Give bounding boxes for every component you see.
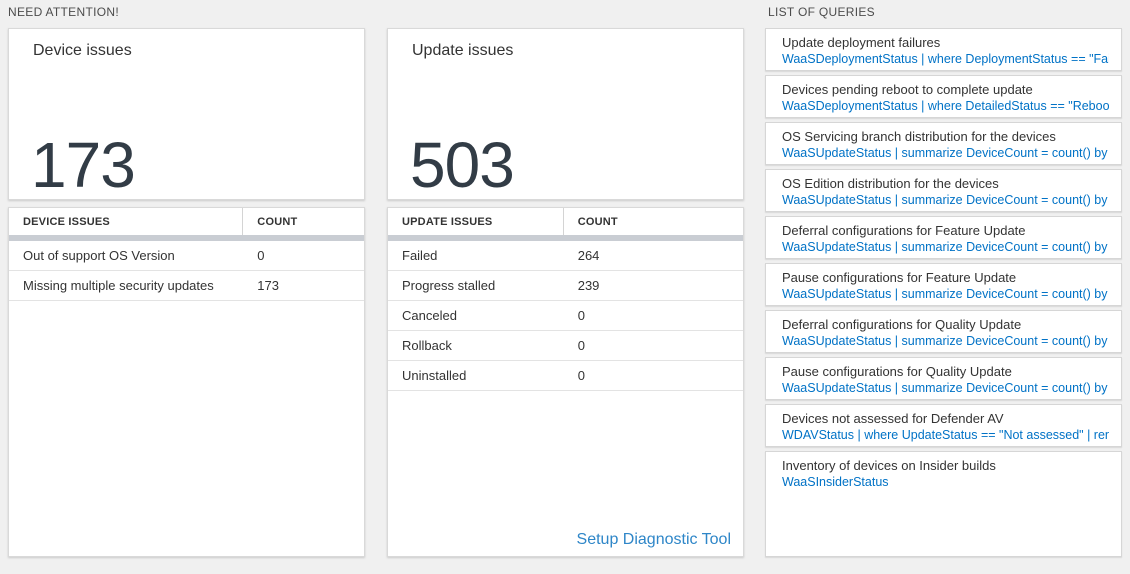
issue-count: 0: [577, 368, 585, 383]
issue-label: Canceled: [402, 308, 457, 323]
query-item[interactable]: OS Edition distribution for the devices …: [765, 169, 1122, 212]
query-title: Update deployment failures: [782, 35, 941, 50]
count-column-header: COUNT: [577, 215, 618, 228]
device-issues-column-header: DEVICE ISSUES: [9, 208, 244, 235]
query-code: WaaSUpdateStatus | summarize DeviceCount…: [782, 146, 1109, 160]
device-issues-table: DEVICE ISSUES COUNT Out of support OS Ve…: [8, 207, 365, 557]
update-issues-column-header: UPDATE ISSUES: [388, 208, 564, 235]
update-issues-tile[interactable]: Update issues 503: [387, 28, 744, 200]
issue-count: 264: [577, 248, 600, 263]
query-item[interactable]: OS Servicing branch distribution for the…: [765, 122, 1122, 165]
query-title: OS Servicing branch distribution for the…: [782, 129, 1056, 144]
query-title: Devices pending reboot to complete updat…: [782, 82, 1033, 97]
query-item[interactable]: Devices not assessed for Defender AV WDA…: [765, 404, 1122, 447]
query-title: OS Edition distribution for the devices: [782, 176, 999, 191]
query-code: WaaSUpdateStatus | summarize DeviceCount…: [782, 193, 1109, 207]
device-issues-count: 173: [31, 129, 136, 201]
update-issues-table: UPDATE ISSUES COUNT Failed 264 Progress …: [387, 207, 744, 557]
device-issues-tile[interactable]: Device issues 173: [8, 28, 365, 200]
query-title: Inventory of devices on Insider builds: [782, 458, 996, 473]
issue-count: 0: [257, 248, 265, 263]
table-row[interactable]: Uninstalled 0: [388, 361, 743, 391]
query-item[interactable]: Inventory of devices on Insider builds W…: [765, 451, 1122, 557]
query-code: WaaSUpdateStatus | summarize DeviceCount…: [782, 287, 1109, 301]
setup-diagnostic-tool-link[interactable]: Setup Diagnostic Tool: [576, 531, 731, 548]
query-code: WDAVStatus | where UpdateStatus == "Not …: [782, 428, 1109, 442]
query-item[interactable]: Deferral configurations for Quality Upda…: [765, 310, 1122, 353]
issue-label: Out of support OS Version: [23, 248, 175, 263]
update-issues-table-header: UPDATE ISSUES COUNT: [388, 208, 743, 235]
list-of-queries-section-label: LIST OF QUERIES: [768, 5, 875, 19]
issue-label: Uninstalled: [402, 368, 467, 383]
query-title: Deferral configurations for Feature Upda…: [782, 223, 1026, 238]
issue-count: 239: [577, 278, 600, 293]
query-item[interactable]: Update deployment failures WaaSDeploymen…: [765, 28, 1122, 71]
device-issues-title: Device issues: [33, 42, 132, 59]
update-issues-title: Update issues: [412, 42, 514, 59]
count-column-header: COUNT: [257, 215, 298, 228]
issue-count: 0: [577, 338, 585, 353]
issue-label: Rollback: [402, 338, 452, 353]
issue-label: Failed: [402, 248, 438, 263]
query-code: WaaSUpdateStatus | summarize DeviceCount…: [782, 334, 1109, 348]
table-row[interactable]: Canceled 0: [388, 301, 743, 331]
query-list: Update deployment failures WaaSDeploymen…: [765, 28, 1122, 557]
query-item[interactable]: Pause configurations for Feature Update …: [765, 263, 1122, 306]
device-issues-table-header: DEVICE ISSUES COUNT: [9, 208, 364, 235]
table-row[interactable]: Rollback 0: [388, 331, 743, 361]
table-row[interactable]: Missing multiple security updates 173: [9, 271, 364, 301]
query-item[interactable]: Devices pending reboot to complete updat…: [765, 75, 1122, 118]
table-header-divider-bar: [388, 235, 743, 241]
query-item[interactable]: Pause configurations for Quality Update …: [765, 357, 1122, 400]
table-row[interactable]: Out of support OS Version 0: [9, 241, 364, 271]
query-code: WaaSDeploymentStatus | where DetailedSta…: [782, 99, 1109, 113]
table-row[interactable]: Failed 264: [388, 241, 743, 271]
query-code: WaaSUpdateStatus | summarize DeviceCount…: [782, 240, 1109, 254]
table-row[interactable]: Progress stalled 239: [388, 271, 743, 301]
update-issues-count: 503: [410, 129, 515, 201]
query-title: Pause configurations for Feature Update: [782, 270, 1017, 285]
need-attention-section-label: NEED ATTENTION!: [8, 5, 119, 19]
query-code: WaaSDeploymentStatus | where DeploymentS…: [782, 52, 1109, 66]
query-title: Deferral configurations for Quality Upda…: [782, 317, 1022, 332]
issue-count: 173: [257, 278, 279, 293]
query-code: WaaSInsiderStatus: [782, 475, 889, 489]
table-header-divider-bar: [9, 235, 364, 241]
query-item[interactable]: Deferral configurations for Feature Upda…: [765, 216, 1122, 259]
issue-label: Progress stalled: [402, 278, 496, 293]
query-title: Devices not assessed for Defender AV: [782, 411, 1004, 426]
query-code: WaaSUpdateStatus | summarize DeviceCount…: [782, 381, 1109, 395]
issue-count: 0: [577, 308, 585, 323]
issue-label: Missing multiple security updates: [23, 278, 214, 293]
query-title: Pause configurations for Quality Update: [782, 364, 1012, 379]
